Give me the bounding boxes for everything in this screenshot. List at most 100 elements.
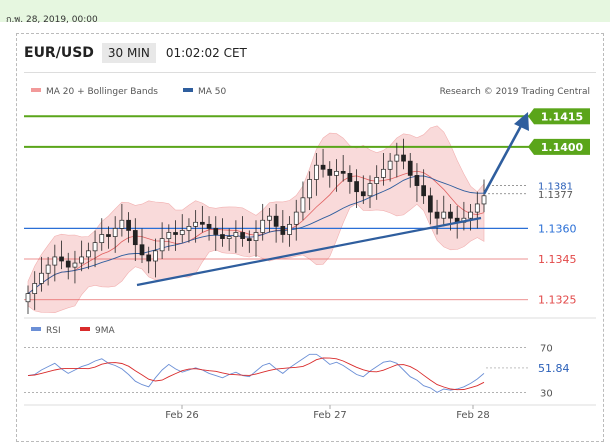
candle — [474, 191, 480, 229]
candle — [213, 216, 219, 251]
candle — [72, 250, 78, 284]
ma9-legend-swatch — [80, 327, 90, 331]
rsi-current-label: 51.84 — [538, 362, 570, 375]
candle — [226, 228, 232, 251]
candle — [354, 169, 359, 209]
candle — [293, 199, 299, 241]
candle-body — [347, 173, 353, 182]
candle-body — [65, 260, 71, 268]
candle-body — [441, 211, 447, 219]
candle-body — [132, 230, 138, 246]
rsi-legend: RSI 9MA — [31, 326, 115, 336]
candle — [132, 218, 138, 262]
candle — [99, 218, 105, 251]
current-price-label: 1.1381 — [538, 182, 573, 193]
candle — [206, 216, 212, 241]
ma20-legend-label: MA 20 + Bollinger Bands — [46, 87, 158, 97]
rsi-line — [27, 353, 485, 393]
projection-arrow-head — [514, 112, 529, 131]
candle-body — [173, 232, 178, 235]
candle-body — [334, 170, 339, 176]
candle-body — [39, 272, 44, 284]
candle-body — [159, 238, 165, 252]
resistance-badge-tip — [528, 108, 534, 125]
candle — [153, 238, 158, 278]
candle — [260, 203, 266, 241]
candle-body — [99, 234, 105, 244]
candle-body — [126, 219, 131, 231]
candle — [273, 203, 279, 243]
candle — [246, 230, 252, 253]
candle-body — [260, 219, 266, 233]
candle-body — [200, 221, 205, 225]
candle — [340, 155, 346, 182]
pivot-label: 1.1360 — [538, 222, 577, 235]
candle-body — [320, 164, 326, 170]
chart-legend: MA 20 + Bollinger Bands MA 50 Research ©… — [31, 87, 590, 97]
candle — [179, 214, 185, 243]
timeframe-badge[interactable]: 30 MIN — [101, 43, 156, 63]
resistance-badge — [534, 138, 590, 155]
candle-body — [394, 154, 400, 162]
candle-body — [474, 203, 480, 213]
candle-body — [213, 228, 219, 235]
candle-body — [52, 256, 58, 266]
chart-header: EUR/USD 30 MIN 01:02:02 CET — [24, 40, 247, 66]
candle — [166, 224, 172, 251]
candle-body — [119, 219, 125, 229]
candle — [394, 142, 400, 178]
candle-body — [193, 221, 198, 227]
ma50-legend-label: MA 50 — [198, 87, 227, 97]
candle-body — [246, 238, 252, 241]
candle — [434, 199, 440, 235]
candle-body — [92, 242, 98, 252]
candle — [25, 285, 31, 314]
candle — [421, 169, 426, 204]
bollinger-band — [27, 125, 485, 314]
candle — [441, 195, 447, 227]
candle — [347, 165, 353, 194]
candle — [59, 240, 64, 270]
candle-body — [220, 234, 225, 239]
candle — [112, 216, 118, 253]
x-tick-label: Feb 28 — [456, 410, 490, 421]
bollinger-band-area — [27, 125, 485, 314]
candle-body — [72, 262, 78, 268]
candle-body — [314, 164, 319, 180]
candle — [106, 226, 111, 249]
current-price-label: 1.1377 — [538, 190, 573, 201]
resistance-badge — [534, 108, 590, 125]
candle — [320, 148, 326, 178]
candle — [126, 212, 131, 243]
candle — [92, 230, 98, 268]
candle — [186, 218, 192, 243]
rsi-legend-label: RSI — [46, 326, 61, 336]
candle-body — [86, 250, 91, 258]
rsi-level-label: 30 — [540, 388, 553, 399]
candle — [267, 208, 272, 233]
candle — [287, 216, 292, 247]
candle — [52, 244, 58, 282]
candle-body — [387, 160, 393, 170]
candle-body — [367, 183, 373, 197]
rsi-level-label: 70 — [540, 344, 553, 355]
resistance-badge-tip — [528, 138, 534, 155]
candle-body — [307, 179, 312, 199]
candle — [374, 165, 380, 200]
candle-body — [253, 232, 259, 241]
pair-title: EUR/USD — [24, 45, 94, 61]
candle-body — [153, 250, 158, 262]
x-tick-label: Feb 26 — [165, 410, 199, 421]
candle-body — [240, 232, 245, 239]
candle-body — [481, 195, 487, 205]
rsi-ma-line — [27, 357, 485, 391]
candle-body — [434, 211, 440, 219]
candle-body — [166, 232, 172, 239]
candle-body — [401, 154, 406, 162]
candle — [220, 218, 225, 247]
candle-body — [106, 234, 111, 237]
candle — [360, 175, 366, 204]
candle-body — [32, 283, 38, 294]
candle-body — [280, 226, 286, 235]
